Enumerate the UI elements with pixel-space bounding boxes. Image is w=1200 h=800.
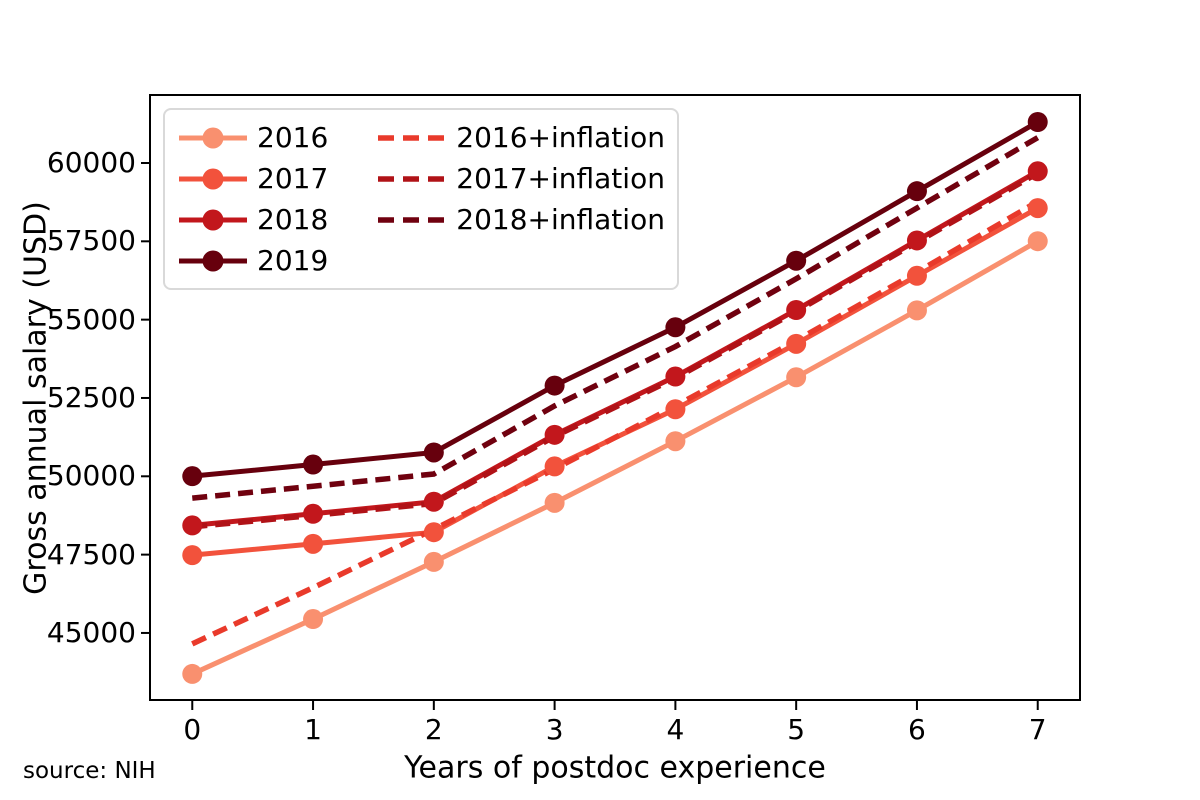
- marker-2016-year5: [786, 367, 807, 388]
- marker-2018-year0: [182, 515, 203, 536]
- x-tick-label-5: 5: [787, 713, 806, 746]
- y-tick-label-52500: 52500: [46, 380, 136, 414]
- x-tick-label-0: 0: [183, 713, 202, 746]
- series-2016-line: [191, 239, 1039, 677]
- marker-2016-year3: [544, 492, 565, 513]
- x-tick-label-7: 7: [1028, 713, 1047, 746]
- marker-2019-year5: [786, 250, 807, 271]
- y-tick-label-45000: 45000: [46, 615, 136, 649]
- y-tick-label-57500: 57500: [46, 224, 136, 258]
- marker-2016-year0: [182, 663, 203, 684]
- x-tick-label-6: 6: [908, 713, 926, 746]
- legend-item-2016-inflation: 2016+inflation: [378, 120, 665, 154]
- marker-2018-year4: [665, 366, 686, 387]
- marker-2019-year7: [1027, 112, 1048, 133]
- marker-2018-year6: [906, 230, 927, 251]
- legend-item-2018-inflation: 2018+inflation: [378, 202, 665, 236]
- marker-2018-year1: [303, 503, 324, 524]
- series-2018-inflation-line: [192, 135, 1040, 501]
- x-tick-label-2: 2: [424, 713, 443, 746]
- legend-item-2017-inflation: 2017+inflation: [378, 161, 665, 195]
- legend-label-2019: 2019: [257, 243, 329, 277]
- legend-item-2016: 2016: [179, 120, 329, 154]
- marker-2019-year6: [906, 181, 927, 202]
- marker-2016-year7: [1027, 231, 1048, 252]
- legend-swatch-2019: [179, 250, 247, 271]
- legend-swatch-2018: [179, 209, 247, 230]
- legend-swatch-2016: [179, 127, 247, 148]
- marker-2018-year5: [786, 299, 807, 320]
- legend-item-2018: 2018: [179, 202, 329, 236]
- legend-swatch-2018-inflation: [378, 216, 447, 223]
- x-tick-label-1: 1: [304, 713, 322, 746]
- circle-marker-icon: [202, 250, 224, 271]
- marker-2019-year4: [665, 317, 686, 338]
- marker-2017-year5: [786, 333, 807, 354]
- marker-2019-year3: [544, 375, 565, 396]
- marker-2018-year3: [544, 424, 565, 445]
- legend-item-2019: 2019: [179, 243, 329, 277]
- marker-2016-year1: [303, 609, 324, 630]
- circle-marker-icon: [202, 127, 224, 148]
- marker-2018-year7: [1027, 161, 1048, 182]
- legend-label-2016-inflation: 2016+inflation: [456, 120, 665, 154]
- legend-label-2016: 2016: [257, 120, 329, 154]
- marker-2017-year4: [665, 399, 686, 420]
- marker-2017-year2: [423, 522, 444, 543]
- legend-swatch-2017-inflation: [378, 175, 447, 182]
- circle-marker-icon: [202, 209, 224, 230]
- y-tick-label-60000: 60000: [46, 145, 136, 179]
- marker-2016-year6: [906, 300, 927, 321]
- marker-2019-year1: [303, 454, 324, 475]
- marker-2018-year2: [423, 491, 444, 512]
- y-tick-label-55000: 55000: [46, 302, 136, 336]
- marker-2016-year4: [665, 431, 686, 452]
- circle-marker-icon: [202, 168, 224, 189]
- y-tick-label-47500: 47500: [46, 537, 136, 571]
- legend-label-2017-inflation: 2017+inflation: [456, 161, 665, 195]
- marker-2019-year0: [182, 466, 203, 487]
- legend-label-2018-inflation: 2018+inflation: [456, 202, 665, 236]
- legend-label-2017: 2017: [257, 161, 329, 195]
- legend-item-2017: 2017: [179, 161, 329, 195]
- series-2019-line: [192, 119, 1039, 479]
- marker-2016-year2: [423, 551, 444, 572]
- series-2017-inflation-line: [192, 170, 1040, 530]
- legend-label-2018: 2018: [257, 202, 329, 236]
- x-tick-label-3: 3: [545, 713, 564, 746]
- marker-2017-year0: [182, 545, 203, 566]
- legend-swatch-2016-inflation: [378, 134, 447, 141]
- marker-2017-year1: [303, 533, 324, 554]
- source-note: source: NIH: [23, 758, 156, 784]
- marker-2017-year3: [544, 456, 565, 477]
- y-tick-label-50000: 50000: [46, 459, 136, 493]
- marker-2017-year7: [1027, 198, 1048, 219]
- series-2016-inflation-line: [191, 199, 1040, 647]
- legend: 2016 2017 2018 2019 2016+inflation 2017+infla…: [163, 108, 679, 290]
- x-tick-label-4: 4: [666, 713, 685, 746]
- marker-2017-year6: [906, 265, 927, 286]
- marker-2019-year2: [423, 442, 444, 463]
- legend-swatch-2017: [179, 168, 247, 189]
- x-axis-label: Years of postdoc experience: [404, 750, 826, 786]
